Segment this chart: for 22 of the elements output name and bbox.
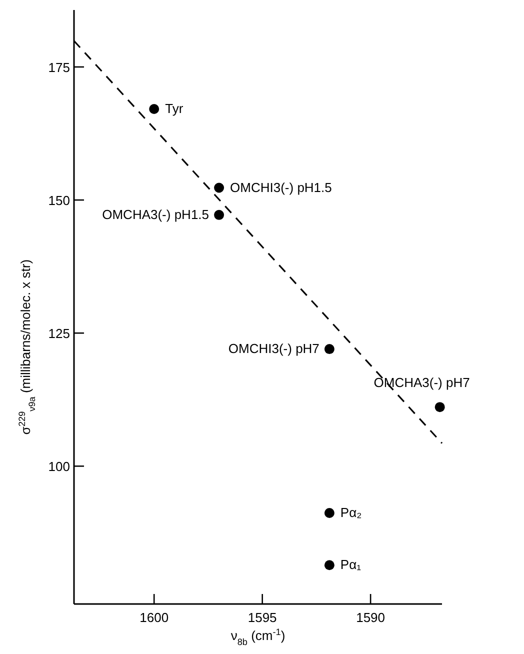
point [214, 182, 224, 193]
point [149, 104, 160, 114]
annotation: OMCHA3(-) pH7 [374, 375, 470, 390]
x-tick-label: 1590 [356, 610, 386, 625]
x-tick-label: 1600 [140, 610, 169, 625]
point [324, 560, 334, 570]
annotation: OMCHA3(-) pH1.5 [102, 206, 210, 222]
point [324, 344, 334, 354]
point [434, 402, 445, 412]
point [324, 508, 334, 518]
y-tick-label: 100 [48, 459, 70, 474]
x-axis-title: ν$_{8b}$ (cm$^{-1}$) [230, 627, 286, 647]
annotation: OMCHI3(-) pH7 [228, 341, 320, 356]
annotation: Pα₂ [340, 504, 362, 520]
annotation: Pα₁ [340, 557, 362, 572]
y-tick-label: 175 [48, 60, 70, 75]
y-tick-label: 125 [48, 326, 70, 342]
point [214, 210, 224, 220]
y-tick-label: 150 [48, 193, 70, 208]
x-tick-label: 1595 [248, 610, 277, 625]
annotation: Tyr [165, 101, 184, 116]
annotation: OMCHI3(-) pH1.5 [230, 180, 332, 195]
